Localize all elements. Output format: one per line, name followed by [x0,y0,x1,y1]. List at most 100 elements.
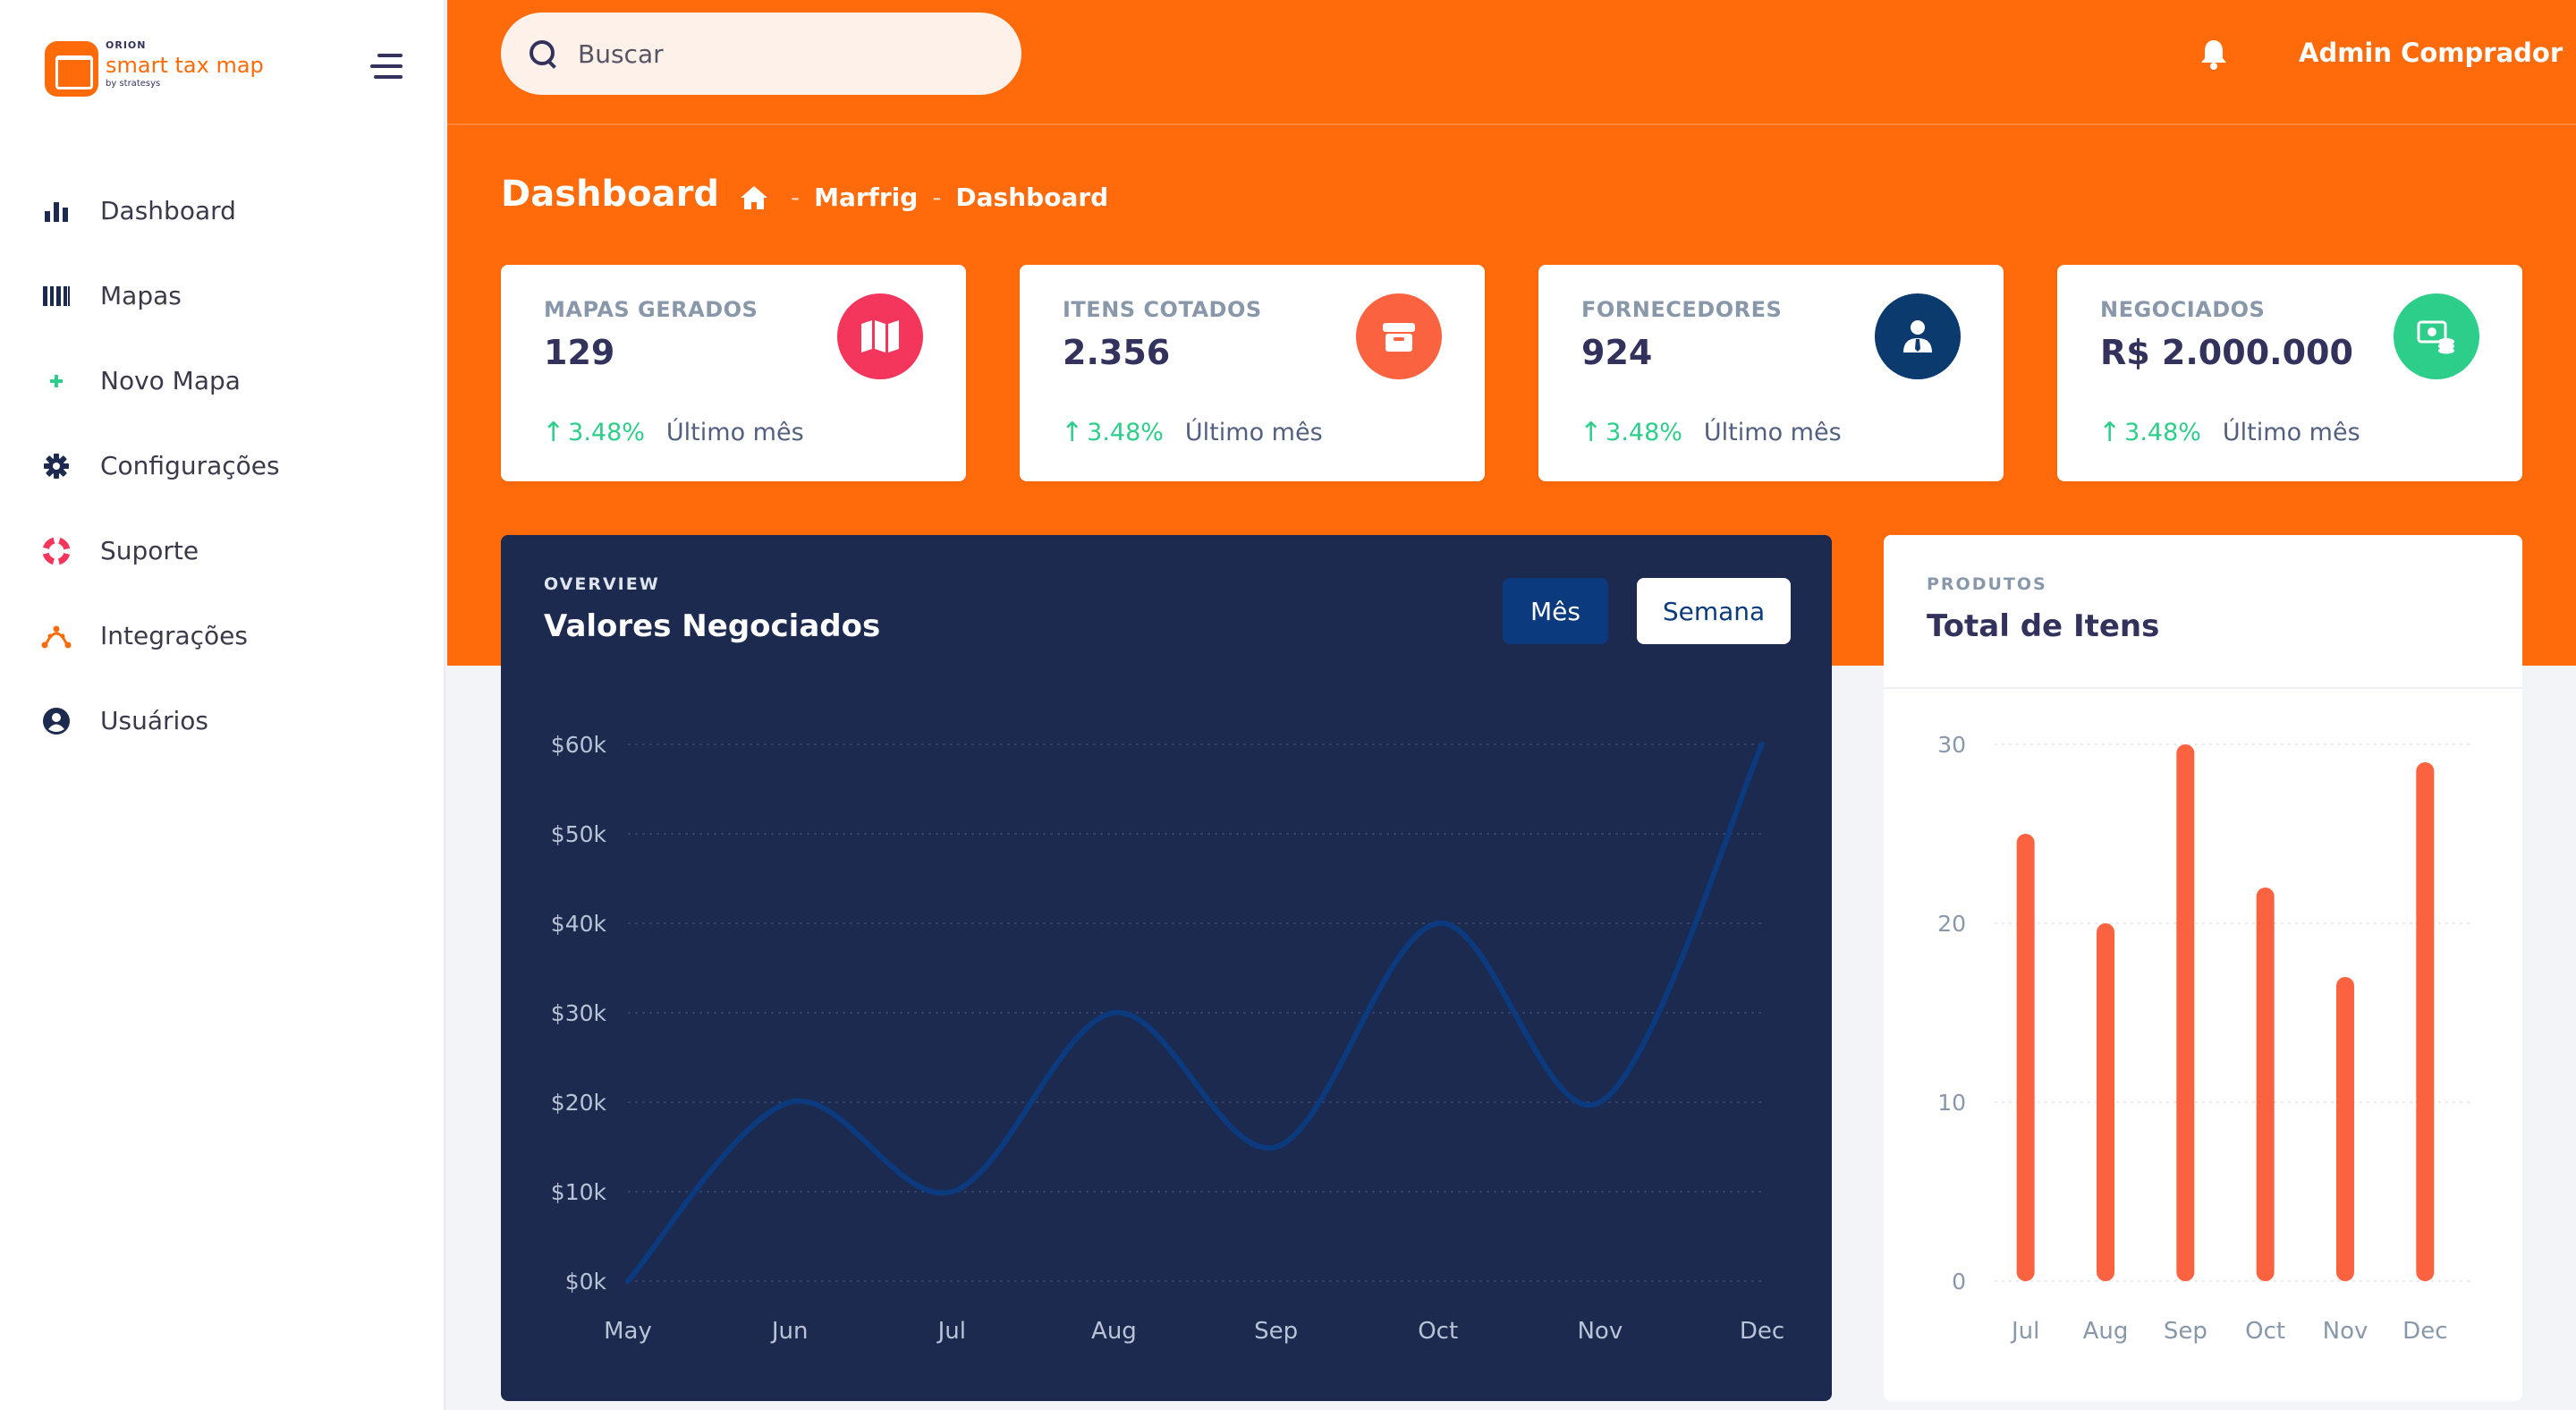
gear-icon [41,451,72,481]
x-tick-label: Nov [1577,1318,1623,1345]
bar [2336,977,2354,1281]
sidebar-item-label: Dashboard [100,196,236,225]
arrow-up-icon: ↑ [2098,417,2122,448]
stat-title: MAPAS GERADOS [544,297,758,322]
user-tie-icon [1875,293,1961,379]
sidebar-item-label: Mapas [100,281,182,310]
sidebar-item-usuarios[interactable]: Usuários [0,678,445,763]
sidebar-item-label: Suporte [100,536,199,565]
stat-since: Último mês [2222,419,2360,446]
lifebuoy-icon [41,536,72,566]
stat-change-value: 3.48% [2124,419,2201,446]
bar [2176,744,2195,1281]
sidebar: ORION smart tax map by stratesys Dashboa… [0,0,445,1410]
sidebar-item-label: Integrações [100,621,248,650]
stat-since: Último mês [665,419,804,446]
bar-chart-icon [41,196,72,226]
y-tick-label: 0 [1952,1269,1966,1295]
x-tick-label: Jul [2010,1318,2039,1345]
stat-change-value: 3.48% [1606,419,1682,446]
x-tick-label: Nov [2323,1318,2368,1345]
sidebar-item-novo-mapa[interactable]: Novo Mapa [0,338,445,423]
arrow-up-icon: ↑ [542,417,565,448]
stat-title: FORNECEDORES [1581,297,1783,322]
stat-footer: ↑ 3.48% Último mês [1580,417,1842,448]
user-menu[interactable]: Admin Comprador [2299,38,2563,68]
brand-logo[interactable]: ORION smart tax map by stratesys [45,39,277,102]
money-icon [2394,293,2479,379]
stat-card-mapas-gerados: MAPAS GERADOS 129 ↑ 3.48% Último mês [501,265,966,481]
week-button[interactable]: Semana [1637,578,1791,644]
breadcrumb-item[interactable]: Dashboard [955,183,1109,212]
sidebar-item-dashboard[interactable]: Dashboard [0,168,445,253]
sidebar-item-integracoes[interactable]: Integrações [0,593,445,678]
y-tick-label: 10 [1937,1090,1966,1116]
produtos-header: PRODUTOS Total de Itens [1884,535,2522,689]
home-icon[interactable] [739,184,769,211]
y-tick-label: 20 [1937,911,1966,937]
sidebar-item-label: Usuários [100,706,208,735]
y-tick-label: $20k [551,1090,607,1116]
x-tick-label: Aug [1091,1318,1137,1345]
stat-title: NEGOCIADOS [2100,297,2266,322]
breadcrumb: - Marfrig - Dashboard [739,183,1108,212]
series-line [625,742,1765,1284]
stat-since: Último mês [1703,419,1842,446]
y-tick-label: $40k [551,911,607,937]
integration-icon [41,621,72,651]
produtos-kicker: PRODUTOS [1927,574,2047,594]
breadcrumb-separator: - [791,183,801,212]
sidebar-item-configuracoes[interactable]: Configurações [0,423,445,508]
x-tick-label: Oct [2245,1318,2285,1345]
stat-since: Último mês [1184,419,1323,446]
search-icon [528,38,558,69]
stat-value: 129 [544,333,615,372]
overview-kicker: OVERVIEW [544,574,660,594]
map-icon [41,281,72,311]
bar [2256,888,2275,1281]
sidebar-item-suporte[interactable]: Suporte [0,508,445,593]
stat-value: 2.356 [1063,333,1171,372]
overview-title: Valores Negociados [544,608,881,644]
x-tick-label: Jul [936,1318,966,1345]
x-tick-label: Sep [1254,1318,1298,1345]
month-button[interactable]: Mês [1503,578,1608,644]
stat-card-itens-cotados: ITENS COTADOS 2.356 ↑ 3.48% Último mês [1020,265,1485,481]
bar [2016,834,2035,1281]
x-tick-label: Dec [1740,1318,1784,1345]
stat-footer: ↑ 3.48% Último mês [542,417,804,448]
x-tick-label: Sep [2164,1318,2207,1345]
logo-text: ORION smart tax map by stratesys [106,39,264,89]
map-icon [837,293,923,379]
bell-icon[interactable] [2199,38,2229,70]
y-tick-label: $0k [565,1269,607,1295]
y-tick-label: $10k [551,1179,607,1205]
logo-main-text: smart tax map [106,53,264,78]
y-tick-label: 30 [1937,732,1966,758]
arrow-up-icon: ↑ [1580,417,1603,448]
overview-panel: OVERVIEW Valores Negociados Mês Semana $… [501,535,1832,1401]
logo-small-text: ORION [106,39,147,51]
line-chart: $0k $10k $20k $30k $40k $50k $60k May Jun Jul Aug S… [551,732,1784,1345]
search-input[interactable] [578,38,971,69]
sidebar-item-label: Configurações [100,451,280,480]
x-tick-label: Oct [1418,1318,1458,1345]
stat-change: ↑ 3.48% [2098,417,2201,448]
search-box[interactable] [501,13,1021,95]
sidebar-item-mapas[interactable]: Mapas [0,253,445,338]
sidebar-item-label: Novo Mapa [100,366,241,395]
stat-change: ↑ 3.48% [542,417,645,448]
x-tick-label: Dec [2402,1318,2447,1345]
produtos-title: Total de Itens [1927,608,2160,644]
y-tick-label: $50k [551,821,607,847]
stat-change-value: 3.48% [568,419,645,446]
bar [2416,762,2435,1281]
breadcrumb-separator: - [932,183,942,212]
stat-change: ↑ 3.48% [1061,417,1164,448]
stat-footer: ↑ 3.48% Último mês [1061,417,1323,448]
breadcrumb-item[interactable]: Marfrig [814,183,919,212]
bar [2097,923,2114,1281]
arrow-up-icon: ↑ [1061,417,1084,448]
logo-by-text: by stratesys [106,79,161,89]
menu-toggle-icon[interactable] [367,54,402,79]
